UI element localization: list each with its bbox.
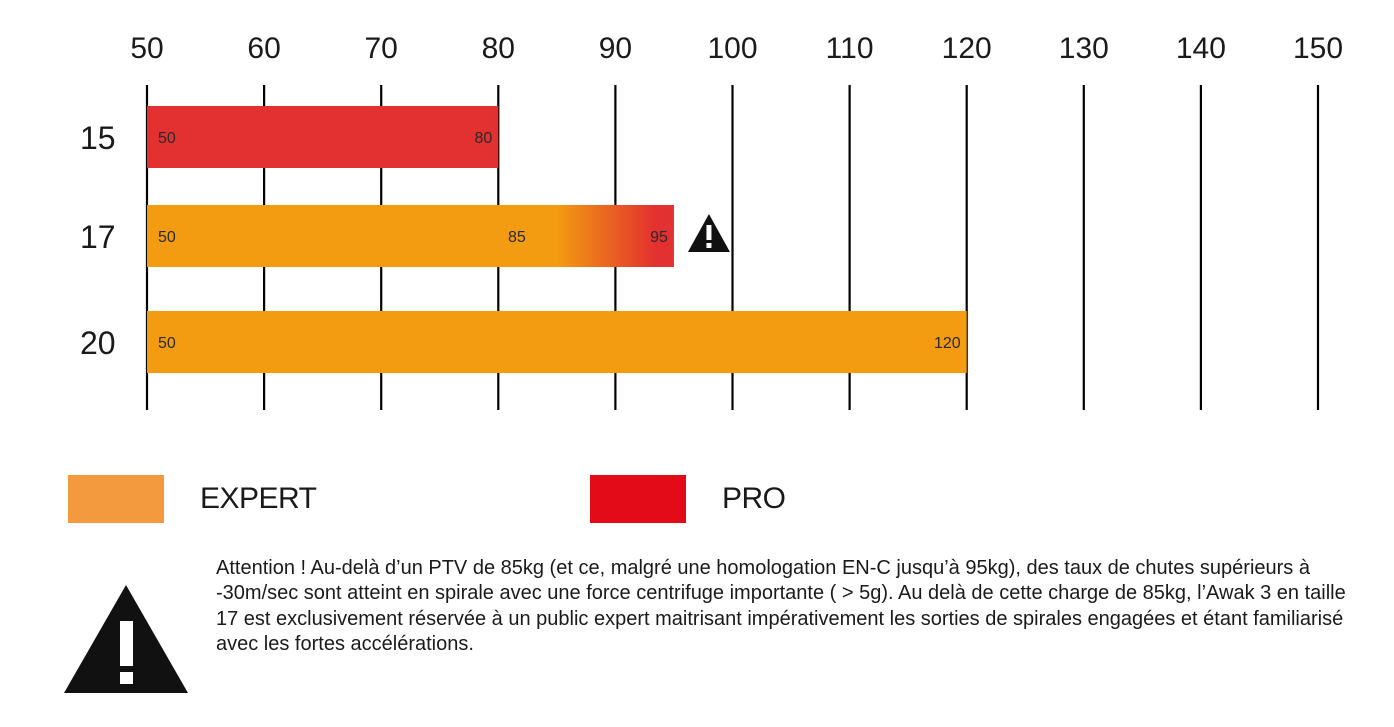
bar-value-label: 50 [158,130,176,147]
warning-triangle-icon [687,214,730,252]
x-tick-label: 140 [1176,32,1226,65]
x-tick-label: 100 [707,32,757,65]
x-tick-label: 80 [482,32,515,65]
bar-value-label: 80 [475,130,493,147]
category-label: 20 [80,325,116,361]
x-tick-label: 130 [1059,32,1109,65]
bar-value-label: 120 [934,335,961,352]
legend-item-expert: EXPERT [68,475,317,523]
legend-item-pro: PRO [590,475,786,523]
bar-15 [147,106,499,168]
bar-value-label: 95 [650,229,668,246]
x-tick-label: 120 [942,32,992,65]
bar-20 [147,311,967,373]
bar-value-label: 85 [508,229,526,246]
bar-value-label: 50 [158,335,176,352]
x-tick-label: 110 [826,32,874,65]
bar-17 [147,205,674,267]
bar-value-label: 50 [158,229,176,246]
warning-text: Attention ! Au-delà d’un PTV de 85kg (et… [216,557,1346,656]
x-tick-label: 70 [365,32,398,65]
x-tick-label: 90 [599,32,632,65]
x-tick-label: 50 [130,32,163,65]
x-tick-label: 60 [247,32,280,65]
category-label: 15 [80,120,116,156]
legend-label-expert: EXPERT [200,482,317,515]
legend-swatch-expert [68,475,164,523]
category-label: 17 [80,219,116,255]
range-chart: 50 60 70 80 90 100 110 120 130 140 150 15 17 20 50 80… [80,32,1343,410]
x-tick-label: 150 [1293,32,1343,65]
warning-triangle-icon [64,585,188,693]
legend-label-pro: PRO [722,482,786,515]
legend-swatch-pro [590,475,686,523]
